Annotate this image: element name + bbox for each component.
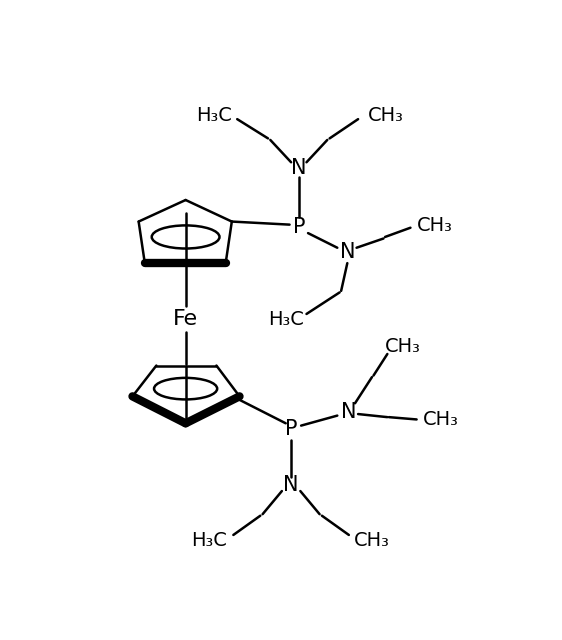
Text: CH₃: CH₃ bbox=[385, 337, 421, 356]
Text: P: P bbox=[293, 217, 305, 237]
Text: CH₃: CH₃ bbox=[423, 410, 459, 429]
Text: H₃C: H₃C bbox=[268, 310, 303, 329]
Text: P: P bbox=[285, 419, 297, 440]
Text: N: N bbox=[341, 402, 357, 422]
Text: Fe: Fe bbox=[173, 309, 198, 330]
Text: CH₃: CH₃ bbox=[417, 216, 453, 235]
Text: H₃C: H₃C bbox=[191, 531, 226, 550]
Text: N: N bbox=[339, 243, 355, 262]
Text: CH₃: CH₃ bbox=[354, 531, 390, 550]
Text: CH₃: CH₃ bbox=[368, 106, 404, 125]
Text: N: N bbox=[291, 157, 306, 178]
Text: N: N bbox=[283, 475, 299, 495]
Text: H₃C: H₃C bbox=[196, 106, 232, 125]
